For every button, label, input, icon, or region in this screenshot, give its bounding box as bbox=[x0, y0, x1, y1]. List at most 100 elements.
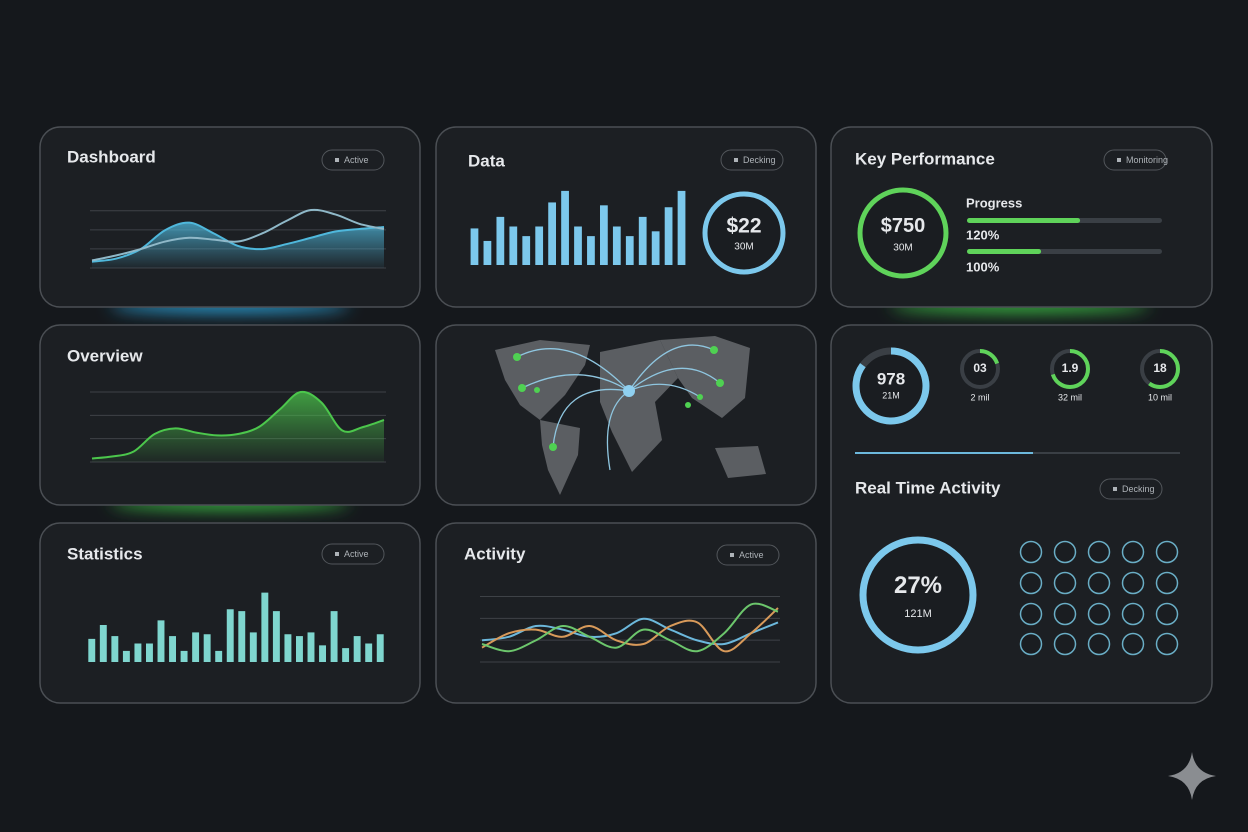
bar bbox=[535, 226, 544, 265]
activity-node bbox=[1053, 632, 1077, 656]
continent bbox=[660, 336, 750, 418]
activity-node bbox=[1087, 632, 1111, 656]
bar bbox=[587, 236, 595, 265]
map-point bbox=[697, 394, 703, 400]
continent bbox=[715, 446, 766, 478]
bar bbox=[215, 650, 223, 662]
line bbox=[91, 390, 385, 460]
panel-title: Real Time Activity bbox=[855, 478, 1001, 497]
badge-label: Decking bbox=[743, 155, 776, 165]
sparkle-icon bbox=[1168, 752, 1216, 800]
bar bbox=[307, 632, 315, 662]
activity-node bbox=[1155, 632, 1179, 656]
progress-bar bbox=[967, 218, 1081, 223]
ring-value: $22 bbox=[726, 215, 761, 238]
route bbox=[552, 388, 630, 448]
activity-node bbox=[1019, 632, 1043, 656]
activity-node bbox=[1087, 540, 1111, 564]
bar bbox=[238, 611, 246, 662]
ring-value: 27% bbox=[894, 572, 942, 599]
bar bbox=[522, 236, 531, 265]
bar bbox=[548, 202, 556, 265]
routes bbox=[516, 344, 721, 471]
route bbox=[606, 390, 630, 471]
bar bbox=[561, 190, 569, 265]
panel-title: Overview bbox=[67, 346, 143, 365]
route bbox=[628, 383, 701, 398]
bar bbox=[651, 231, 660, 265]
badge-label: Active bbox=[344, 155, 369, 165]
progress-label: Progress bbox=[966, 195, 1022, 210]
activity-node bbox=[1019, 571, 1043, 595]
map-point bbox=[549, 443, 557, 451]
activity-node bbox=[1121, 602, 1145, 626]
ring-sub: 30M bbox=[893, 243, 912, 254]
gauge-value: 1.9 bbox=[1062, 361, 1079, 375]
badge bbox=[720, 149, 784, 171]
panel-title: Activity bbox=[464, 544, 526, 563]
gauge-value: 03 bbox=[973, 361, 987, 375]
bar bbox=[122, 650, 130, 662]
map-point bbox=[716, 379, 724, 387]
map-point bbox=[534, 387, 540, 393]
bar bbox=[99, 625, 107, 662]
badge-label: Decking bbox=[1122, 484, 1155, 494]
badge-icon bbox=[335, 158, 339, 162]
gauge-value: 18 bbox=[1153, 361, 1167, 375]
gauge-sub: 2 mil bbox=[970, 392, 989, 402]
bar bbox=[574, 226, 582, 265]
bar bbox=[272, 611, 280, 662]
line bbox=[481, 617, 779, 646]
bar bbox=[353, 636, 361, 662]
route bbox=[516, 348, 630, 392]
map-point bbox=[685, 402, 691, 408]
panel-title: Statistics bbox=[67, 544, 143, 563]
gauge-arc bbox=[1050, 349, 1090, 389]
bar bbox=[146, 643, 153, 662]
area bbox=[92, 391, 384, 462]
activity-node bbox=[1019, 540, 1043, 564]
badge-label: Monitoring bbox=[1126, 155, 1168, 165]
bar bbox=[111, 636, 119, 662]
gauge-sub: 10 mil bbox=[1148, 392, 1172, 402]
bar bbox=[88, 638, 96, 662]
badge bbox=[321, 149, 385, 171]
gauge-arc bbox=[1140, 349, 1180, 389]
bar bbox=[203, 634, 211, 662]
bar bbox=[664, 207, 673, 265]
activity-node bbox=[1121, 540, 1145, 564]
bar bbox=[249, 632, 257, 662]
panel bbox=[435, 522, 817, 704]
badge-icon bbox=[1117, 158, 1121, 162]
bar bbox=[284, 634, 292, 662]
progress-bar bbox=[967, 249, 1042, 254]
gauge-sub: 21M bbox=[882, 390, 900, 400]
badge-label: Active bbox=[344, 549, 369, 559]
activity-node bbox=[1155, 602, 1179, 626]
bar bbox=[496, 216, 505, 265]
activity-node bbox=[1121, 632, 1145, 656]
activity-node bbox=[1087, 571, 1111, 595]
bar bbox=[376, 634, 384, 662]
activity-node bbox=[1019, 602, 1043, 626]
bar bbox=[483, 240, 492, 265]
badge-icon bbox=[1113, 487, 1117, 491]
progress-label: 120% bbox=[966, 227, 1000, 242]
bar bbox=[261, 592, 269, 662]
panel-title: Key Performance bbox=[855, 149, 995, 168]
bar bbox=[470, 228, 479, 265]
ring-sub: 30M bbox=[734, 241, 753, 252]
bar bbox=[192, 632, 200, 662]
activity-node bbox=[1121, 571, 1145, 595]
bar bbox=[509, 226, 518, 265]
continent bbox=[540, 420, 580, 495]
gauge-value: 978 bbox=[877, 369, 905, 388]
bar bbox=[600, 205, 608, 265]
bar bbox=[365, 643, 373, 662]
activity-node bbox=[1053, 540, 1077, 564]
bar bbox=[342, 648, 350, 662]
map-point bbox=[710, 346, 718, 354]
bar bbox=[180, 650, 188, 662]
map-point bbox=[518, 384, 526, 392]
